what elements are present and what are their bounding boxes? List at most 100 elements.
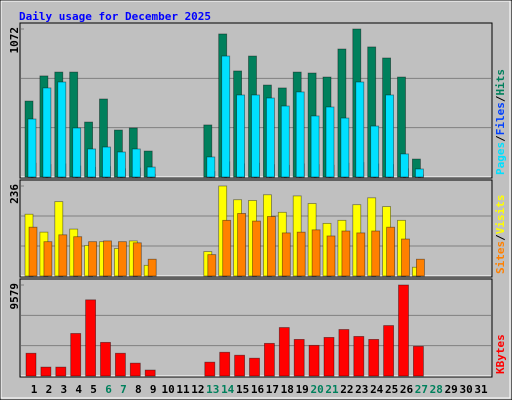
bar (129, 362, 141, 377)
bar (266, 216, 276, 277)
bar (88, 241, 97, 277)
x-tick-label: 15 (236, 383, 249, 396)
bar (340, 117, 350, 178)
bar (308, 344, 320, 377)
x-tick-label: 31 (474, 383, 488, 396)
bar (398, 284, 409, 377)
x-tick-label: 28 (430, 383, 443, 396)
x-tick-label: 17 (266, 383, 279, 396)
bar (310, 115, 320, 178)
y-tick-label: 236 (8, 184, 21, 204)
bar (40, 366, 52, 377)
bar (265, 97, 275, 178)
bar (131, 148, 141, 178)
x-tick-label: 29 (445, 383, 458, 396)
bar (115, 352, 126, 377)
x-tick-label: 26 (400, 383, 414, 396)
bar (415, 258, 425, 277)
bar (323, 337, 335, 377)
bar (237, 213, 247, 277)
x-tick-label: 4 (75, 383, 82, 396)
bar (383, 325, 395, 377)
bar (326, 235, 336, 277)
x-tick-label: 23 (355, 383, 368, 396)
x-tick-label: 7 (120, 383, 127, 396)
x-tick-label: 22 (340, 383, 353, 396)
x-tick-label: 21 (325, 383, 339, 396)
bar (400, 153, 409, 178)
legend-separator: / (494, 135, 507, 142)
bar (146, 166, 156, 178)
bar (355, 81, 365, 178)
bar (249, 357, 260, 377)
bar (144, 369, 156, 377)
x-tick-label: 1 (31, 383, 38, 396)
bar (311, 229, 321, 277)
bar (206, 156, 216, 178)
bar (43, 241, 53, 277)
x-tick-label: 6 (105, 383, 112, 396)
bar (25, 352, 37, 377)
bar (87, 148, 96, 178)
bar (58, 234, 68, 277)
bar (368, 338, 380, 377)
bar (132, 242, 142, 277)
bar (42, 87, 52, 178)
x-tick-label: 24 (370, 383, 384, 396)
x-tick-label: 5 (90, 383, 97, 396)
x-tick-label: 27 (415, 383, 428, 396)
bar (252, 220, 261, 277)
bar (222, 219, 232, 277)
bar (102, 146, 111, 178)
x-tick-label: 9 (150, 383, 157, 396)
legend-label: Hits (494, 69, 507, 96)
bar (147, 258, 157, 277)
legend-label: Files (494, 102, 507, 135)
x-tick-label: 16 (251, 383, 265, 396)
bar (236, 94, 246, 178)
legend: Pages/Files/Hits (494, 69, 507, 175)
bar (85, 299, 96, 377)
legend: KBytes (494, 334, 507, 374)
bar (100, 341, 111, 377)
bar (234, 354, 246, 377)
bar (325, 106, 335, 178)
bar (55, 366, 67, 377)
bar (72, 127, 82, 178)
x-tick-label: 20 (310, 383, 323, 396)
x-tick-label: 11 (176, 383, 190, 396)
bar (221, 55, 231, 178)
bar (295, 91, 305, 178)
y-tick-label: 1072 (8, 27, 21, 54)
legend-label: Visits (494, 195, 507, 235)
bar (281, 232, 291, 277)
legend: Sites/Visits (494, 195, 507, 275)
y-tick-label: 9579 (8, 283, 21, 310)
bar (278, 327, 290, 377)
bar (401, 238, 410, 277)
x-tick-label: 30 (459, 383, 472, 396)
bar (341, 230, 351, 277)
bar (353, 336, 365, 377)
x-tick-label: 13 (206, 383, 219, 396)
bar (73, 236, 83, 277)
bar (204, 361, 216, 377)
bar (27, 118, 37, 178)
bar (263, 342, 275, 377)
bar (219, 351, 231, 377)
bar (296, 231, 306, 277)
legend-separator: / (494, 234, 507, 241)
bar (386, 226, 396, 277)
x-tick-label: 18 (281, 383, 294, 396)
bar (251, 94, 260, 178)
bar (293, 338, 305, 377)
chart-title: Daily usage for December 2025 (19, 10, 211, 23)
x-tick-label: 14 (221, 383, 235, 396)
bar (103, 240, 112, 277)
x-tick-label: 3 (60, 383, 67, 396)
bar (28, 226, 38, 277)
x-tick-label: 2 (46, 383, 53, 396)
legend-label: Sites (494, 241, 507, 274)
